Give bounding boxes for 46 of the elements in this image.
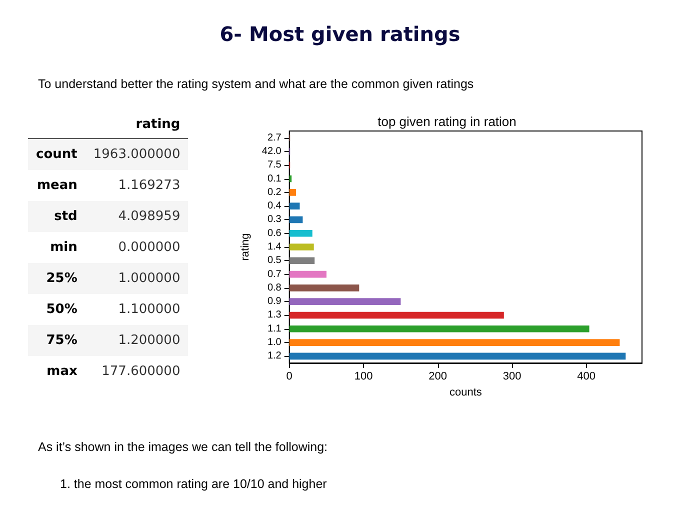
x-tick-label: 100: [354, 370, 373, 382]
y-tick-label: 1.0: [267, 337, 282, 348]
category-label: min: [49, 239, 78, 257]
text: rating: [85, 110, 188, 138]
y-tick-label: 0.5: [267, 255, 282, 266]
category-label: 50%: [45, 301, 78, 319]
category-label: mean: [36, 177, 78, 195]
text: 1. the most common rating are 10/10 and higher: [60, 477, 327, 491]
y-tick-label: 0.6: [267, 228, 282, 239]
text: 1.169273: [118, 178, 180, 193]
x-axis-title: counts: [449, 386, 482, 398]
category-label: 25%: [45, 270, 78, 288]
y-tick-label: 1.2: [267, 350, 282, 362]
category-label: std: [53, 208, 78, 226]
y-tick-label: 1.1: [267, 323, 282, 334]
category-label: 75%: [45, 332, 78, 350]
text: To understand better the rating system and what are the common given ratings: [38, 77, 474, 91]
x-tick-label: 300: [502, 370, 522, 382]
text: 0.000000: [118, 240, 180, 255]
text: 4.098959: [118, 209, 180, 224]
y-tick-label: 0.9: [267, 296, 282, 308]
y-tick-label: 1.3: [267, 310, 282, 321]
y-tick-label: 7.5: [267, 160, 282, 171]
x-tick-label: 0: [286, 370, 292, 382]
text: 177.600000: [102, 364, 180, 379]
y-tick-label: 0.4: [267, 200, 282, 212]
y-axis-title: rating: [240, 233, 252, 261]
category-label: max: [46, 363, 78, 381]
text: 1.200000: [118, 333, 180, 348]
y-tick-label: 0.2: [267, 186, 282, 198]
y-tick-label: 42.0: [262, 146, 282, 157]
y-tick-label: 2.7: [267, 132, 282, 144]
y-tick-label: 0.8: [267, 282, 282, 294]
x-tick-label: 200: [428, 370, 448, 382]
y-tick-label: 0.7: [267, 268, 282, 280]
y-tick-label: 0.3: [267, 214, 282, 226]
y-tick-label: 0.1: [267, 173, 282, 184]
text: 1.100000: [118, 302, 180, 317]
x-tick-label: 400: [577, 370, 596, 382]
text: 6- Most given ratings: [218, 22, 462, 46]
text: 1.000000: [118, 271, 180, 286]
text: As it’s shown in the images we can tell the following:: [38, 440, 328, 454]
category-label: count: [35, 146, 78, 164]
chart-title: top given rating in ration: [378, 114, 516, 129]
y-tick-label: 1.4: [267, 242, 282, 252]
text: 1963.000000: [93, 147, 180, 162]
